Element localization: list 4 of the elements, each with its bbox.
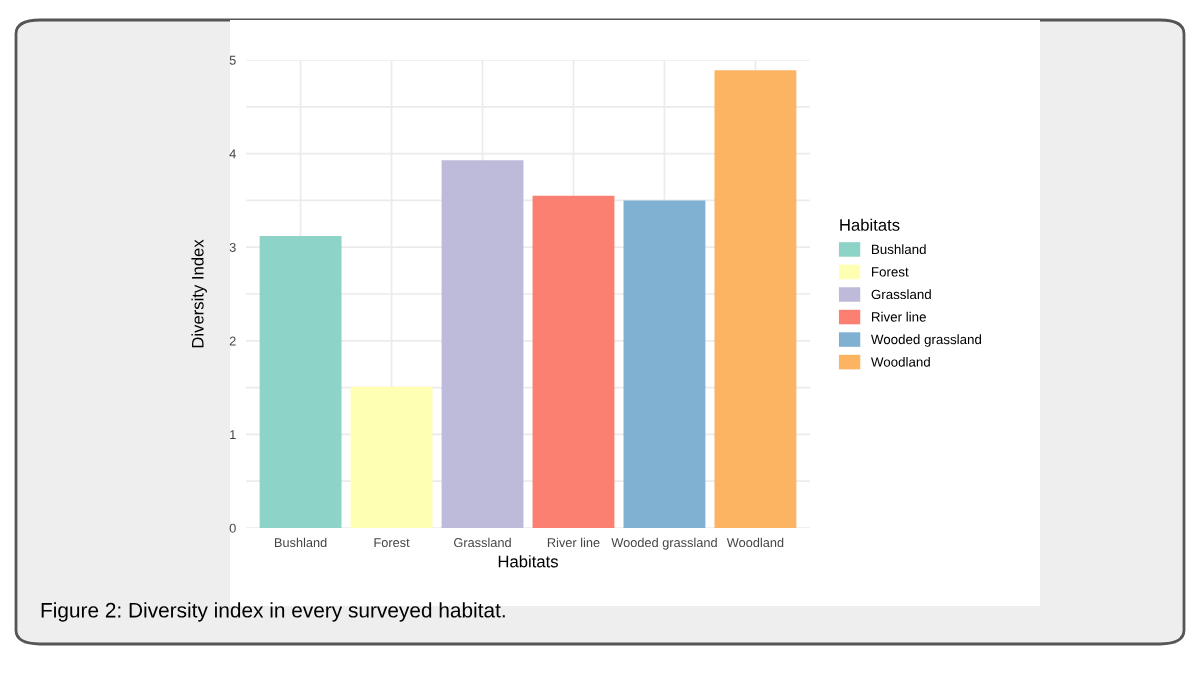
caption: Figure 2: Diversity index in every surveyed habitat.: [41, 602, 505, 622]
x-axis-title: Habitats: [498, 555, 558, 568]
y-axis-title: Diversity Index: [191, 239, 207, 348]
legend-title: Habitats: [840, 218, 900, 231]
